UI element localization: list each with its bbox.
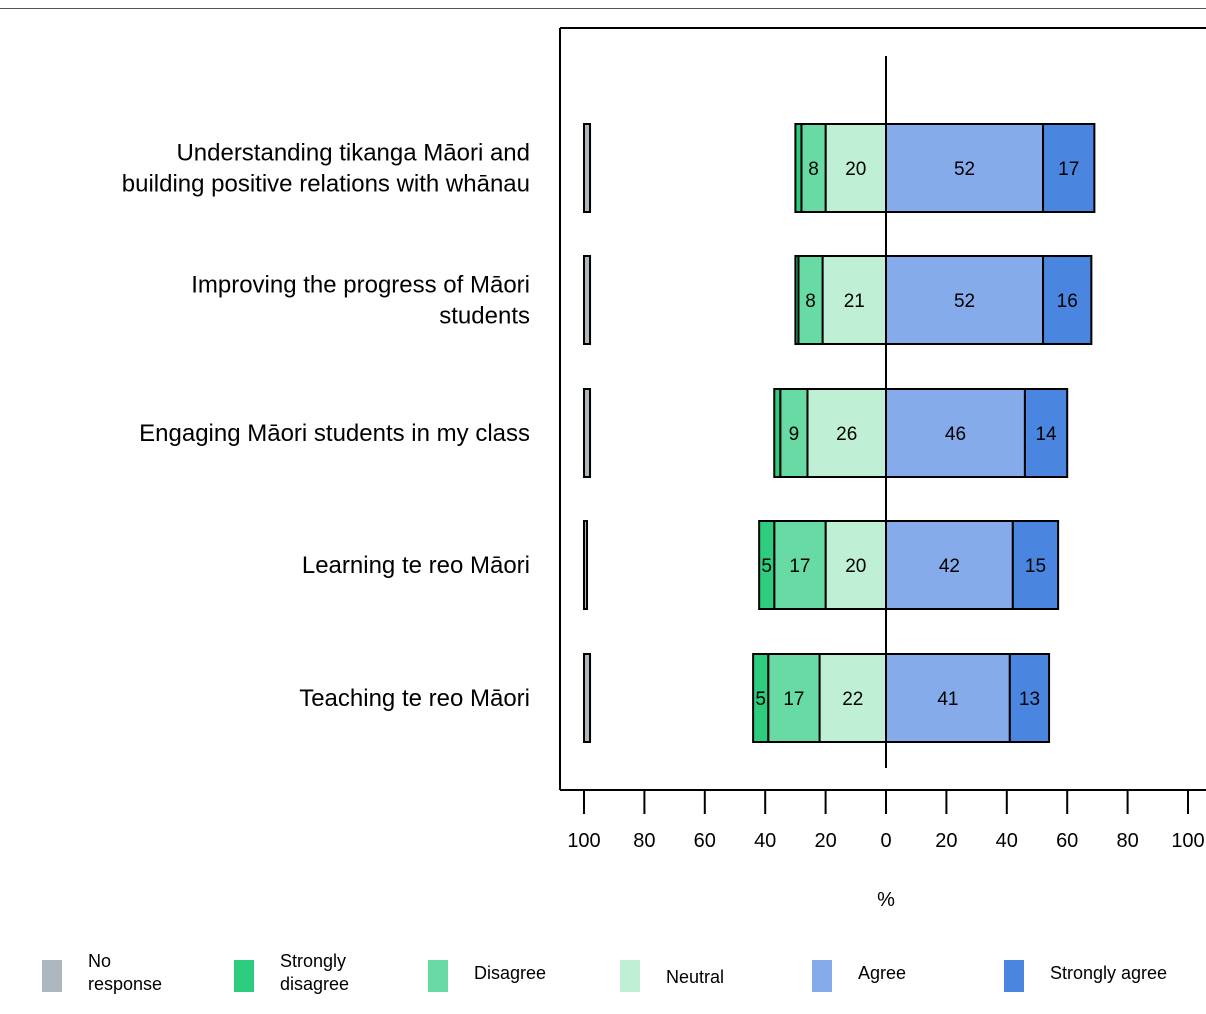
- x-tick-label: 0: [880, 830, 891, 852]
- data-label: 26: [836, 424, 857, 445]
- x-tick-label: 100: [567, 830, 600, 852]
- bar-disagree: [800, 123, 827, 213]
- legend-swatch: [42, 960, 62, 992]
- data-label: 20: [845, 159, 866, 180]
- legend-label: Neutral: [666, 967, 725, 987]
- x-tick-label: 20: [814, 830, 836, 852]
- legend: No response Strongly disagree Disagree Neut…: [0, 950, 1206, 1014]
- legend-swatch: [1004, 960, 1024, 992]
- bar-no-response: [583, 520, 589, 610]
- data-label: 46: [945, 424, 966, 445]
- bar-disagree: [797, 255, 824, 345]
- legend-item: Strongly agree: [1004, 950, 1167, 992]
- legend-item: Neutral: [620, 950, 724, 992]
- data-label: 8: [808, 159, 819, 180]
- bar-strongly-disagree: [794, 255, 800, 345]
- data-label: 20: [845, 556, 866, 577]
- data-label: 17: [789, 556, 810, 577]
- bar-strongly-agree: [1042, 255, 1093, 345]
- bar-strongly-disagree: [752, 653, 770, 743]
- legend-label: Strongly agree: [1050, 963, 1168, 983]
- x-axis-title: %: [877, 889, 895, 911]
- legend-item: Strongly disagree: [234, 950, 349, 996]
- data-label: 22: [842, 689, 863, 710]
- bar-strongly-agree: [1042, 123, 1096, 213]
- data-label: 17: [783, 689, 804, 710]
- bar-neutral: [824, 520, 887, 610]
- data-label: 42: [939, 556, 960, 577]
- legend-swatch: [620, 960, 640, 992]
- data-label: 16: [1057, 291, 1078, 312]
- legend-swatch: [812, 960, 832, 992]
- x-tick-label: 40: [996, 830, 1018, 852]
- data-label: 52: [954, 291, 975, 312]
- x-tick-label: 60: [1056, 830, 1078, 852]
- data-label: 9: [789, 424, 800, 445]
- data-label: 52: [954, 159, 975, 180]
- bar-disagree: [767, 653, 821, 743]
- bar-disagree: [779, 388, 809, 478]
- data-label: 5: [755, 689, 766, 710]
- bar-no-response: [583, 653, 592, 743]
- legend-label: Strongly disagree: [280, 951, 350, 994]
- bar-strongly-disagree: [773, 388, 782, 478]
- legend-item: Agree: [812, 950, 906, 992]
- bar-no-response: [583, 388, 592, 478]
- data-label: 5: [761, 556, 772, 577]
- bar-strongly-disagree: [794, 123, 803, 213]
- data-label: 13: [1019, 689, 1040, 710]
- bar-no-response: [583, 255, 592, 345]
- category-label: Learning te reo Māori: [302, 552, 530, 579]
- bar-strongly-agree: [1011, 520, 1060, 610]
- category-label: Improving the progress of Māori: [191, 272, 530, 299]
- legend-label: Agree: [858, 963, 907, 983]
- bar-no-response: [583, 123, 592, 213]
- bar-neutral: [824, 123, 887, 213]
- legend-item: Disagree: [428, 950, 546, 992]
- category-label: Teaching te reo Māori: [299, 685, 530, 712]
- bar-strongly-disagree: [758, 520, 776, 610]
- bar-strongly-agree: [1023, 388, 1069, 478]
- data-label: 17: [1058, 159, 1079, 180]
- category-label: students: [439, 303, 530, 330]
- x-tick-label: 60: [694, 830, 716, 852]
- bar-neutral: [821, 255, 888, 345]
- legend-item: No response: [42, 950, 162, 996]
- data-label: 14: [1035, 424, 1057, 445]
- data-label: 8: [805, 291, 816, 312]
- bar-disagree: [773, 520, 827, 610]
- bar-agree: [885, 388, 1026, 478]
- data-label: 21: [844, 291, 865, 312]
- legend-label: No response: [88, 951, 163, 994]
- bar-agree: [885, 653, 1011, 743]
- legend-swatch: [234, 960, 254, 992]
- category-label: Engaging Māori students in my class: [139, 420, 530, 447]
- data-label: 41: [937, 689, 958, 710]
- category-label: Understanding tikanga Māori and: [176, 140, 530, 167]
- x-tick-label: 100: [1171, 830, 1204, 852]
- bar-agree: [885, 255, 1045, 345]
- x-tick-label: 80: [1116, 830, 1138, 852]
- data-label: 15: [1025, 556, 1046, 577]
- diverging-bar-chart: 20 8 52 17 Understanding tikanga Māori and bu…: [122, 27, 1206, 911]
- x-tick-label: 40: [754, 830, 776, 852]
- legend-label: Disagree: [474, 963, 547, 983]
- legend-swatch: [428, 960, 448, 992]
- x-tick-label: 20: [935, 830, 957, 852]
- top-divider: [0, 8, 1206, 9]
- category-label: building positive relations with whānau: [122, 171, 530, 198]
- x-tick-label: 80: [633, 830, 655, 852]
- bar-strongly-agree: [1008, 653, 1051, 743]
- bar-agree: [885, 123, 1045, 213]
